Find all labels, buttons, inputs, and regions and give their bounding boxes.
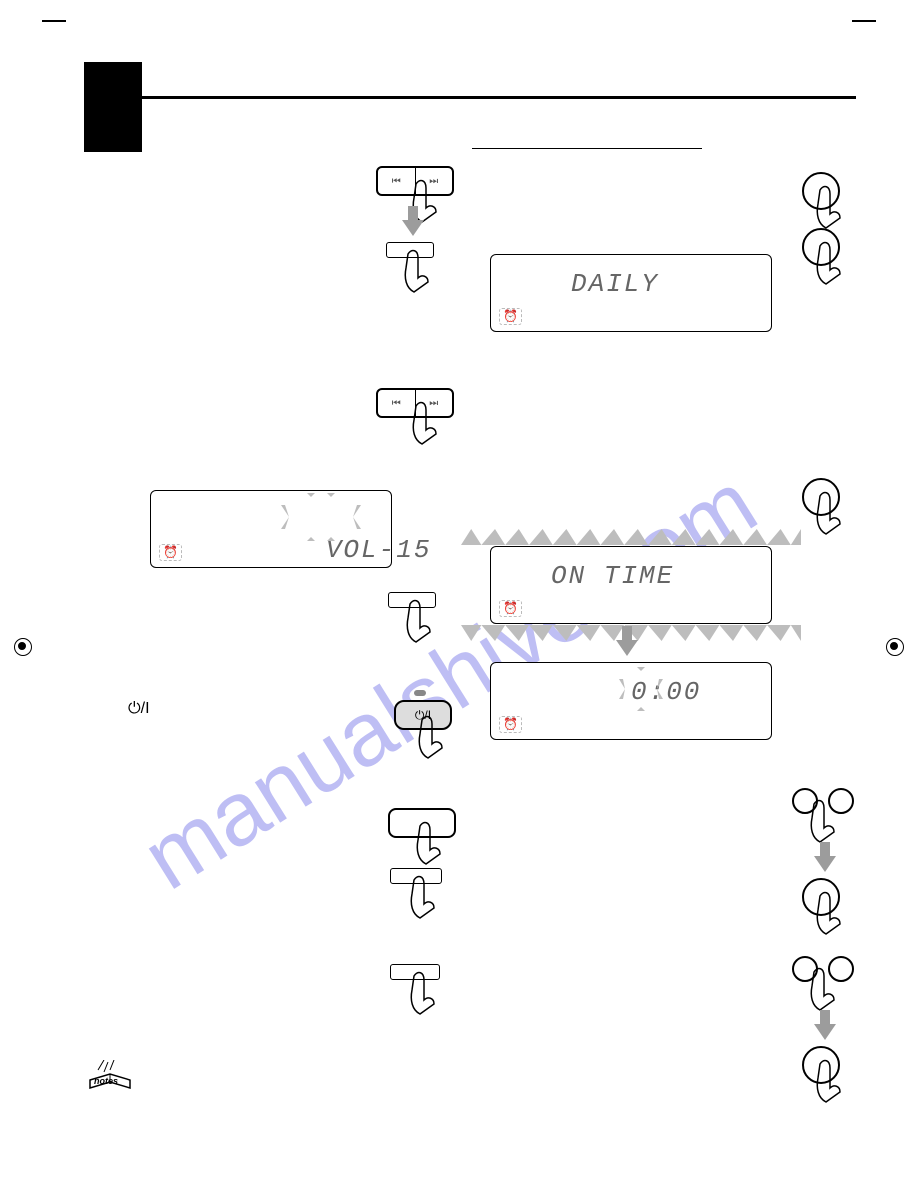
press-hand-icon: [400, 248, 440, 294]
press-hand-icon: [412, 820, 452, 866]
crop-mark-left: [14, 638, 32, 656]
lcd-display: ON TIME ⏰: [490, 546, 772, 624]
arrow-down-icon: [616, 626, 638, 656]
notes-icon: notes: [88, 1060, 134, 1097]
press-hand-icon: [812, 890, 852, 936]
press-hand-icon: [406, 874, 446, 920]
timer-indicator-icon: ⏰: [499, 600, 522, 617]
power-symbol-label: ⏻/I: [128, 700, 150, 718]
press-hand-icon: [408, 400, 448, 446]
press-hand-icon: [414, 714, 454, 760]
crop-mark-right: [886, 638, 904, 656]
press-hand-icon: [806, 798, 846, 844]
standby-led: [414, 690, 426, 696]
press-hand-icon: [812, 184, 852, 230]
timer-indicator-icon: ⏰: [499, 716, 522, 733]
arrow-down-icon: [814, 842, 836, 872]
timer-indicator-icon: ⏰: [499, 308, 522, 325]
corner-tick-tr: [852, 20, 876, 22]
press-hand-icon: [406, 970, 446, 1016]
press-hand-icon: [812, 240, 852, 286]
press-hand-icon: [812, 490, 852, 536]
corner-tick-tl: [42, 20, 66, 22]
arrow-down-icon: [814, 1010, 836, 1040]
press-hand-icon: [812, 1058, 852, 1104]
lcd-display: 0:00 ⏰: [490, 662, 772, 740]
lcd-text: ON TIME: [551, 561, 674, 591]
timer-indicator-icon: ⏰: [159, 544, 182, 561]
header-rule: [142, 96, 856, 99]
press-hand-icon: [402, 598, 442, 644]
manual-page: manualshive.com ⏮ ⏭ ⏮ ⏭ VOL-15 ⏰ ⏻/I ⏻/I: [0, 0, 918, 1188]
arrow-down-icon: [402, 206, 424, 236]
subheading-underline: [472, 148, 702, 149]
lcd-text: DAILY: [571, 269, 659, 299]
press-hand-icon: [806, 966, 846, 1012]
lcd-display: VOL-15 ⏰: [150, 490, 392, 568]
lcd-display: DAILY ⏰: [490, 254, 772, 332]
section-tab: [84, 62, 142, 152]
